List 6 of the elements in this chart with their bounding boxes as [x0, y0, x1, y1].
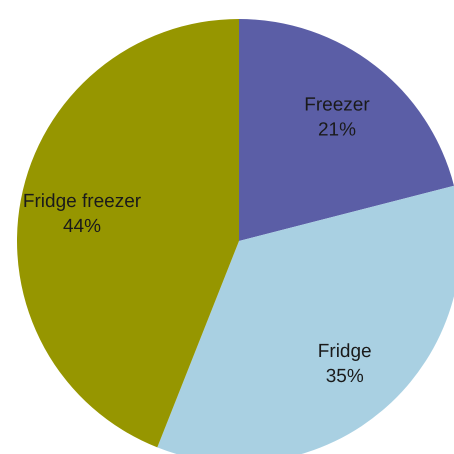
data-label: 21%: [318, 120, 356, 141]
slice-label: Fridge: [318, 340, 372, 362]
slice-label: Fridge freezer: [22, 191, 142, 212]
slice-label: Freezer: [304, 94, 370, 116]
data-label: 44%: [62, 216, 102, 238]
data-label: 35%: [326, 366, 364, 387]
